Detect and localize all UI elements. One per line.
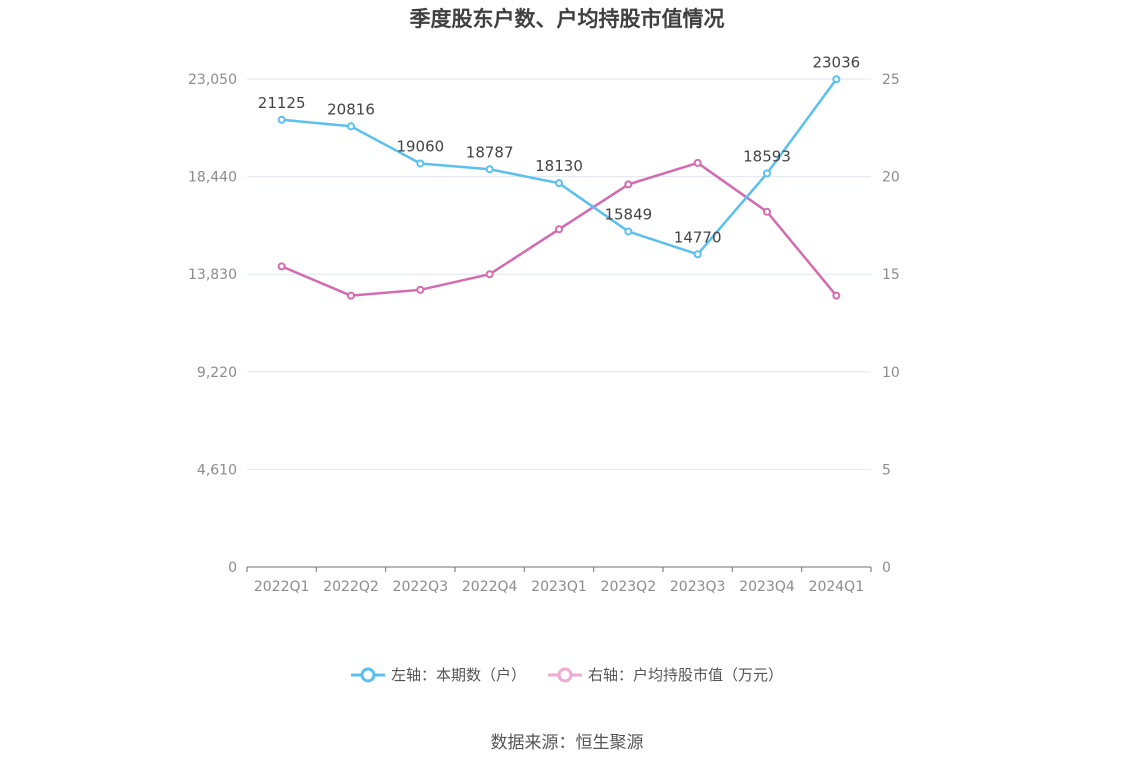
x-tick-label: 2022Q4 <box>462 579 518 595</box>
households-point <box>485 165 494 174</box>
households-point <box>416 159 425 168</box>
y-right-tick-label: 0 <box>882 560 891 576</box>
market-value-point <box>832 291 841 300</box>
market-value-point <box>624 180 633 189</box>
market-value-point <box>555 225 563 234</box>
x-tick-label: 2023Q2 <box>601 579 657 595</box>
y-left-tick-label: 9,220 <box>197 365 237 381</box>
x-tick-label: 2023Q1 <box>531 579 587 595</box>
y-right-tick-label: 15 <box>882 267 900 283</box>
households-data-label: 18787 <box>466 143 514 161</box>
x-tick-label: 2023Q4 <box>739 579 795 595</box>
chart-legend: 左轴：本期数（户） 右轴：户均持股市值（万元） <box>0 664 1134 685</box>
y-right-tick-label: 25 <box>882 72 900 88</box>
market-value-point <box>347 291 355 300</box>
households-data-label: 15849 <box>604 205 652 223</box>
x-tick-label: 2024Q1 <box>809 579 865 595</box>
households-data-label: 14770 <box>674 228 722 246</box>
x-tick-label: 2022Q3 <box>393 579 449 595</box>
households-point <box>624 227 633 236</box>
legend-label-households: 左轴：本期数（户） <box>390 666 526 684</box>
y-left-tick-label: 4,610 <box>197 462 237 478</box>
data-source-note: 数据来源：恒生聚源 <box>490 733 644 753</box>
households-point <box>832 75 841 84</box>
households-data-label: 18593 <box>743 147 791 165</box>
households-data-label: 21125 <box>258 94 306 112</box>
x-tick-label: 2022Q1 <box>254 579 310 595</box>
market-value-point <box>763 207 771 216</box>
households-data-label: 18130 <box>535 157 583 175</box>
households-data-label: 20816 <box>327 100 375 118</box>
x-tick-label: 2023Q3 <box>670 579 726 595</box>
legend-line-marker-icon <box>350 667 385 682</box>
households-point <box>277 115 286 124</box>
y-left-tick-label: 0 <box>228 560 237 576</box>
legend-line-marker-icon <box>548 667 582 682</box>
market-value-point <box>416 285 425 294</box>
y-right-tick-label: 20 <box>882 170 900 186</box>
market-value-point <box>277 262 286 271</box>
market-value-point <box>693 158 702 167</box>
y-right-tick-label: 10 <box>882 365 900 381</box>
legend-item-households[interactable]: 左轴：本期数（户） <box>350 664 526 685</box>
households-data-label: 19060 <box>396 137 444 155</box>
chart-title: 季度股东户数、户均持股市值情况 <box>409 7 725 31</box>
market-value-point <box>485 270 494 279</box>
x-tick-label: 2022Q2 <box>323 579 379 595</box>
households-point <box>347 122 355 131</box>
y-left-tick-label: 13,830 <box>188 267 237 283</box>
y-left-tick-label: 23,050 <box>188 72 237 88</box>
legend-item-market-value[interactable]: 右轴：户均持股市值（万元） <box>548 664 783 685</box>
y-right-tick-label: 5 <box>882 462 891 478</box>
households-data-label: 23036 <box>812 53 860 71</box>
households-point <box>693 250 702 259</box>
households-point <box>763 169 771 178</box>
households-point <box>555 179 563 188</box>
y-left-tick-label: 18,440 <box>188 170 237 186</box>
legend-label-market-value: 右轴：户均持股市值（万元） <box>588 666 784 684</box>
